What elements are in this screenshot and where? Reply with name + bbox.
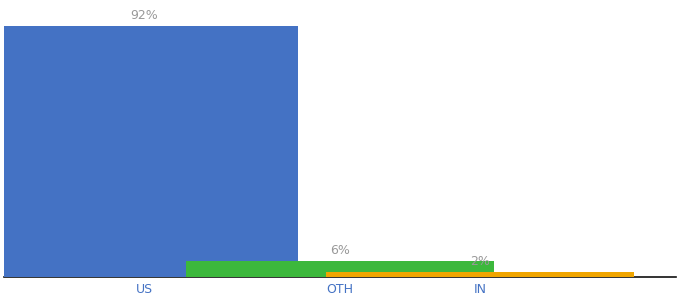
Bar <box>186 261 494 277</box>
Bar <box>326 272 634 277</box>
Text: 6%: 6% <box>330 244 350 257</box>
Bar <box>0 26 298 277</box>
Text: 92%: 92% <box>131 9 158 22</box>
Text: 2%: 2% <box>470 255 490 268</box>
